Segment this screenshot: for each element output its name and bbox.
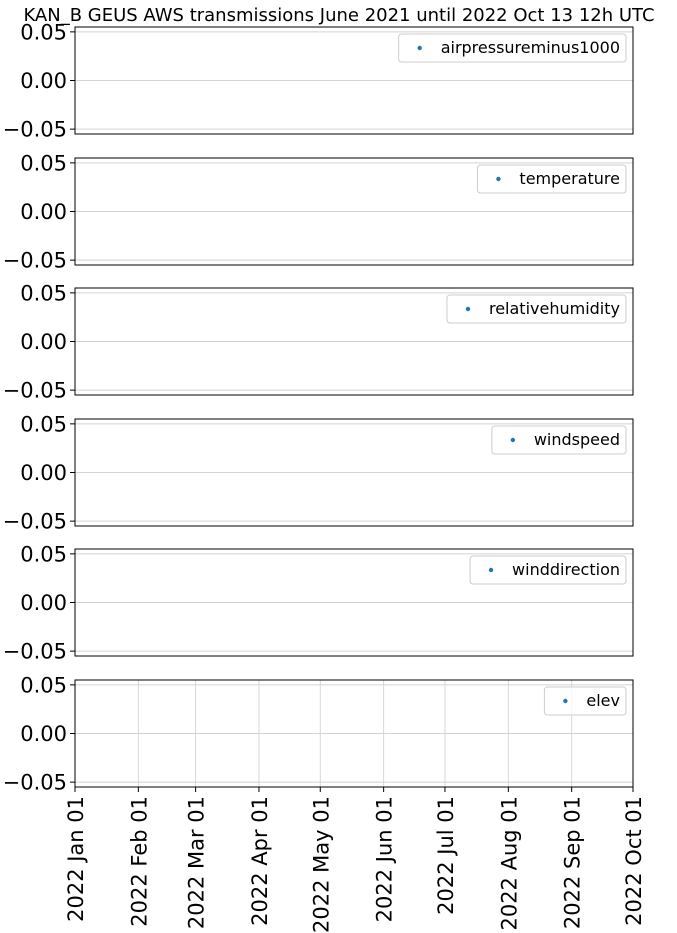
y-tick-label: 0.00 <box>20 722 67 746</box>
panel-temperature: 0.05 0.00 −0.05 temperature <box>3 151 634 273</box>
x-axis: 2022 Jan 01 2022 Feb 01 2022 Mar 01 2022 Ap… <box>64 787 646 933</box>
legend-box <box>543 686 627 716</box>
x-tick-label: 2022 Jan 01 <box>64 796 88 922</box>
legend-marker <box>488 567 494 573</box>
x-tick-label: 2022 Jul 01 <box>434 796 458 915</box>
legend-box <box>398 33 627 63</box>
y-tick-label: 0.05 <box>20 542 67 566</box>
legend-elev: elev <box>543 686 627 716</box>
y-tick-label: −0.05 <box>3 379 67 403</box>
y-tick-label: 0.05 <box>20 281 67 305</box>
y-tick-label: 0.00 <box>20 69 67 93</box>
y-tick-label: 0.00 <box>20 591 67 615</box>
panel-elev: 0.05 0.00 −0.05 elev <box>3 673 634 795</box>
legend-marker <box>417 45 422 51</box>
y-tick-label: 0.00 <box>20 200 67 224</box>
y-tick-label: −0.05 <box>3 510 67 534</box>
legend-marker <box>496 176 501 182</box>
panel-winddirection: 0.05 0.00 −0.05 winddirection <box>3 542 634 664</box>
y-tick-label: 0.05 <box>20 673 67 697</box>
x-tick-label: 2022 May 01 <box>309 796 333 933</box>
legend-windspeed: windspeed <box>491 425 627 455</box>
legend-marker <box>510 437 516 443</box>
panels: 0.050.00−0.05airpressureminus10000.050.0… <box>3 20 634 795</box>
x-tick-label: 2022 Aug 01 <box>497 796 521 931</box>
x-tick-label: 2022 Sep 01 <box>561 796 585 929</box>
legend-label: airpressureminus1000 <box>441 38 620 57</box>
legend-box <box>491 425 627 455</box>
legend-winddirection: winddirection <box>469 555 627 585</box>
y-tick-label: 0.05 <box>20 20 67 44</box>
y-tick-label: −0.05 <box>3 640 67 664</box>
legend-label: windspeed <box>534 430 620 449</box>
y-tick-label: 0.05 <box>20 412 67 436</box>
y-tick-label: −0.05 <box>3 249 67 273</box>
chart-title: KAN_B GEUS AWS transmissions June 2021 u… <box>23 5 654 26</box>
y-tick-label: 0.00 <box>20 461 67 485</box>
x-tick-label: 2022 Mar 01 <box>185 796 209 929</box>
panel-relativehumidity: 0.05 0.00 −0.05 relativehumidity <box>3 281 634 403</box>
legend-marker <box>465 306 471 312</box>
legend-label: winddirection <box>512 560 620 579</box>
legend-label: relativehumidity <box>489 299 620 318</box>
legend-label: temperature <box>519 169 620 188</box>
legend-box <box>469 555 627 585</box>
y-tick-label: 0.00 <box>20 330 67 354</box>
x-tick-label: 2022 Feb 01 <box>127 796 151 927</box>
legend-temperature: temperature <box>476 164 627 194</box>
x-tick-label: 2022 Oct 01 <box>622 796 646 926</box>
legend-marker <box>563 698 568 704</box>
x-tick-label: 2022 Apr 01 <box>248 796 272 926</box>
y-tick-label: −0.05 <box>3 771 67 795</box>
legend-label: elev <box>586 691 620 710</box>
y-tick-label: 0.05 <box>20 151 67 175</box>
legend-relativehumidity: relativehumidity <box>446 294 627 324</box>
panel-windspeed: 0.05 0.00 −0.05 windspeed <box>3 412 634 534</box>
x-tick-label: 2022 Jun 01 <box>373 796 397 922</box>
legend-box <box>476 164 627 194</box>
legend-box <box>446 294 627 324</box>
panel-airpressureminus1000: 0.05 0.00 −0.05 airpressureminus1000 <box>3 20 634 142</box>
legend-airpressureminus1000: airpressureminus1000 <box>398 33 627 63</box>
y-tick-label: −0.05 <box>3 118 67 142</box>
